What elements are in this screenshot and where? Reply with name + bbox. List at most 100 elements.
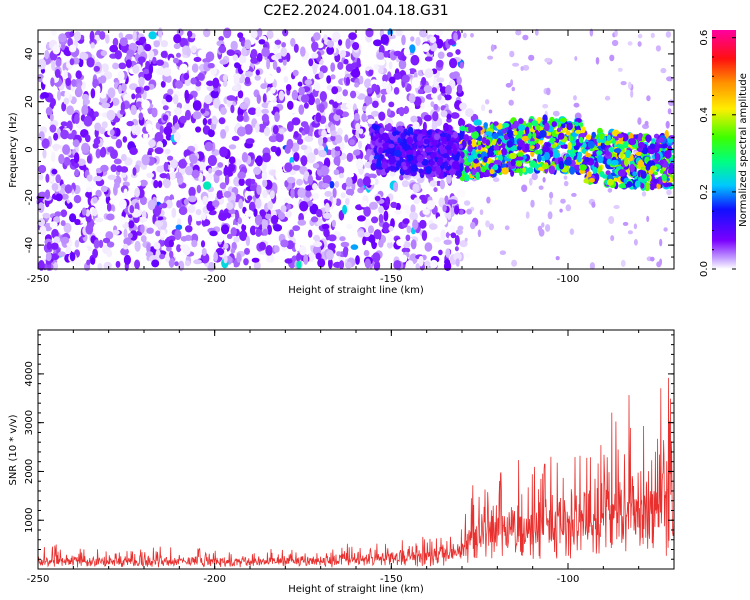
spectrogram-cell bbox=[381, 94, 386, 103]
spectrogram-cell bbox=[316, 209, 323, 218]
spectrogram-cell bbox=[511, 86, 516, 92]
spectrogram-cell bbox=[116, 165, 123, 173]
spectrogram-cell bbox=[193, 259, 202, 265]
spectrogram-cell bbox=[305, 190, 312, 198]
spectrogram-cell bbox=[492, 138, 497, 146]
spectrogram-cell bbox=[507, 129, 514, 138]
spectrogram-cell bbox=[147, 199, 156, 211]
spectrogram-cell bbox=[166, 246, 172, 252]
spectrogram-cell bbox=[273, 224, 282, 232]
spectrogram-cell bbox=[262, 179, 268, 188]
spectrogram-cell bbox=[142, 68, 150, 75]
spectrogram-cell bbox=[253, 208, 258, 217]
spectrogram-cell bbox=[425, 56, 433, 62]
spectrogram-cell bbox=[549, 198, 553, 205]
spectrogram-cell bbox=[291, 255, 298, 262]
spectrogram-cell bbox=[284, 258, 293, 264]
spectrogram-cell bbox=[629, 163, 635, 173]
spectrogram-cell bbox=[160, 80, 166, 88]
spectrogram-cell bbox=[472, 153, 478, 159]
spectrogram-cell bbox=[303, 254, 309, 265]
spectrogram-cell bbox=[164, 252, 171, 263]
spectrogram-cell bbox=[595, 57, 600, 65]
spectrogram-cell bbox=[107, 87, 116, 99]
spectrogram-x-axis-label: Height of straight line (km) bbox=[288, 285, 424, 296]
spectrogram-cell bbox=[179, 115, 187, 124]
spectrogram-cell bbox=[510, 159, 516, 167]
spectrogram-cell bbox=[106, 213, 115, 221]
spectrogram-cell bbox=[656, 261, 662, 268]
spectrogram-cell bbox=[187, 30, 193, 38]
spectrogram-cell bbox=[287, 100, 294, 110]
spectrogram-cell bbox=[159, 253, 166, 260]
spectrogram-cell bbox=[109, 129, 115, 136]
spectrogram-cell bbox=[126, 120, 134, 127]
spectrogram-cell bbox=[38, 260, 45, 271]
spectrogram-cell bbox=[255, 228, 262, 237]
spectrogram-cell bbox=[665, 31, 672, 38]
spectrogram-cell bbox=[654, 152, 661, 162]
spectrogram-cell bbox=[650, 256, 655, 262]
spectrogram-cell bbox=[160, 50, 168, 59]
spectrogram-cell bbox=[265, 213, 272, 220]
spectrogram-cell bbox=[250, 178, 256, 185]
spectrogram-cell bbox=[92, 248, 98, 259]
spectrogram-cell bbox=[191, 63, 199, 73]
spectrogram-cell bbox=[394, 209, 402, 215]
spectrogram-cell bbox=[421, 230, 428, 242]
spectrogram-cell bbox=[183, 198, 189, 206]
spectrogram-cell bbox=[39, 225, 47, 236]
spectrogram-cell bbox=[439, 132, 447, 138]
spectrogram-cell bbox=[165, 148, 171, 155]
spectrogram-cell bbox=[470, 221, 476, 230]
spectrogram-cell bbox=[323, 212, 332, 219]
spectrogram-cell bbox=[334, 149, 341, 157]
spectrogram-cell bbox=[569, 166, 576, 175]
spectrogram-cell bbox=[352, 42, 360, 51]
spectrogram-cell bbox=[413, 133, 419, 143]
spectrogram-cell bbox=[122, 243, 129, 250]
spectrogram-cell bbox=[308, 252, 315, 263]
spectrogram-cell bbox=[326, 75, 332, 84]
spectrogram-cell bbox=[328, 258, 333, 269]
spectrogram-cell bbox=[68, 44, 77, 53]
spectrogram-cell bbox=[130, 104, 137, 116]
spectrogram-cell bbox=[429, 259, 438, 269]
spectrogram-cell bbox=[73, 162, 80, 169]
spectrogram-cell bbox=[260, 83, 268, 90]
spectrogram-cell bbox=[247, 107, 257, 115]
spectrogram-cell bbox=[416, 135, 423, 142]
spectrogram-cell bbox=[454, 246, 459, 252]
x-tick-label: -250 bbox=[27, 274, 50, 285]
spectrogram-cell bbox=[386, 233, 394, 243]
spectrogram-cell bbox=[592, 166, 598, 174]
spectrogram-cell bbox=[395, 28, 403, 37]
spectrogram-cell bbox=[372, 252, 381, 263]
spectrogram-cell bbox=[86, 187, 93, 193]
spectrogram-cell bbox=[169, 57, 174, 69]
spectrogram-cell bbox=[280, 65, 287, 71]
spectrogram-cell bbox=[329, 99, 335, 105]
spectrogram-cell bbox=[433, 187, 438, 193]
spectrogram-cell bbox=[401, 54, 407, 61]
spectrogram-cell bbox=[569, 228, 575, 235]
spectrogram-cell bbox=[237, 171, 246, 180]
spectrogram-cell bbox=[322, 223, 330, 230]
spectrogram-cell bbox=[304, 135, 314, 142]
spectrogram-cell bbox=[336, 251, 342, 257]
spectrogram-cell bbox=[406, 225, 412, 234]
spectrogram-cell bbox=[434, 29, 443, 36]
spectrogram-cell bbox=[300, 94, 310, 103]
spectrogram-cell bbox=[363, 249, 370, 257]
spectrogram-cell bbox=[205, 172, 213, 181]
spectrogram-cell bbox=[355, 158, 364, 170]
spectrogram-cell bbox=[85, 99, 90, 105]
spectrogram-cell bbox=[93, 111, 99, 118]
spectrogram-cell bbox=[223, 255, 228, 264]
spectrogram-cell bbox=[531, 120, 538, 127]
spectrogram-cell bbox=[386, 241, 393, 249]
spectrogram-cell bbox=[637, 41, 642, 47]
spectrogram-cell bbox=[105, 34, 110, 44]
spectrogram-cell bbox=[237, 217, 242, 225]
snr-x-ticks: -250 -200 -150 -100 bbox=[27, 330, 675, 585]
